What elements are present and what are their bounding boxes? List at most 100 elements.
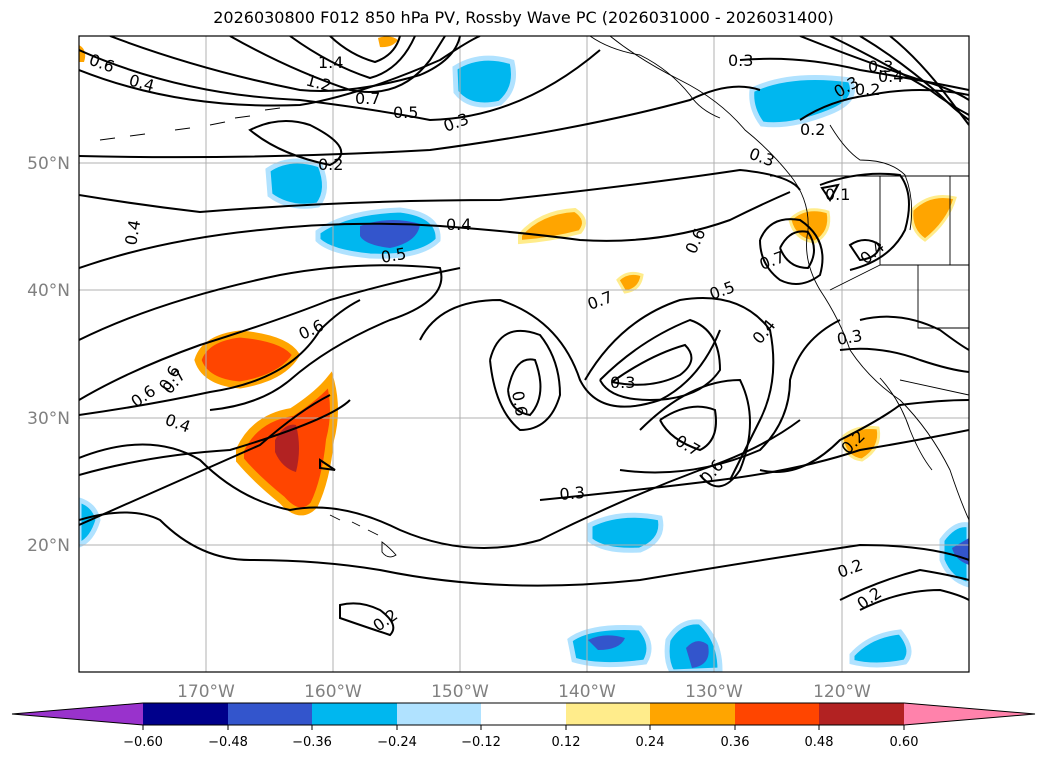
colorbar-tick-label: 0.36 [721,735,750,750]
colorbar-segment [819,703,904,725]
colorbar-segment [650,703,735,725]
map-frame [78,35,970,673]
colorbar-tick-label: −0.48 [208,735,248,750]
colorbar-segment [735,703,819,725]
colorbar-ticks [142,725,905,730]
coastline-inlet [829,124,913,231]
shade-positive [910,195,957,242]
contour-line [248,120,343,167]
contour-label: 0.3 [728,51,753,70]
contour-line [289,36,416,80]
colorbar-tick-label: 0.48 [805,735,834,750]
contour-label: 0.5 [393,103,418,122]
shade-positive [378,36,398,48]
contour-label: 0.4 [446,215,471,234]
colorbar-tick-label: −0.60 [123,735,163,750]
contour-line [820,183,840,202]
shade-negative [360,219,420,248]
coastlines [99,36,969,558]
lat-tick: 30°N [27,409,70,429]
contour-line [79,399,351,476]
shade-negative [79,497,101,548]
contour-label: 0.2 [318,155,343,174]
contour-line [584,297,775,481]
contour-line [759,218,824,285]
border-states [829,176,969,396]
contour-label: 0.6 [508,389,531,417]
contour-label: 0.3 [559,483,586,504]
lon-tick: 120°W [813,682,871,702]
shade-negative [686,641,709,668]
colorbar-tick-label: 0.12 [552,735,581,750]
contour-line [659,405,717,452]
contour-label: 1.4 [318,53,343,72]
contour-line [619,319,841,474]
shade-negative [588,635,625,650]
colorbar-tick-label: 0.24 [636,735,665,750]
contour-line [839,347,969,373]
contour-line [611,343,693,386]
contour-line [79,264,443,411]
colorbar-segment [143,703,228,725]
colorbar-segment [397,703,481,725]
contour-line [839,568,969,601]
lat-tick: 50°N [27,154,70,174]
colorbar-segment [228,703,312,725]
contour-line [79,394,331,526]
lat-tick-labels: 50°N 40°N 30°N 20°N [27,154,70,556]
lon-tick-labels: 170°W 160°W 150°W 140°W 130°W 120°W [177,682,871,702]
shade-negative [587,512,664,553]
hawaiian-islands [329,514,397,558]
contour-line [799,36,969,101]
shade-positive [616,271,644,294]
shade-negative [849,629,912,668]
contour-line [79,168,801,214]
contour-line [229,36,446,93]
contour-label: 0.3 [868,57,893,76]
lon-tick: 150°W [431,682,489,702]
shade-negative [452,55,516,108]
colorbar-extend-low [12,703,143,725]
lon-tick: 140°W [558,682,616,702]
contour-line [507,358,542,417]
contour-line [779,230,815,270]
contour-line [848,239,882,262]
map-panel: 0.6 0.4 1.4 1.2 0.7 0.5 0.3 0.2 0.4 0.5 … [78,35,970,673]
contour-label: 0.2 [855,80,880,99]
contour-line [339,602,395,637]
colorbar-tick-label: −0.12 [461,735,501,750]
contour-line [79,419,801,549]
contour-label: 0.1 [825,185,850,204]
contour-label: 0.4 [121,218,144,246]
contour-label: 0.5 [379,244,407,267]
lon-tick: 130°W [685,682,743,702]
contour-line [639,378,751,488]
lat-tick: 20°N [27,536,70,556]
contour-line [859,315,969,351]
contour-label: 0.4 [878,67,903,86]
contour-line [79,267,461,401]
shade-positive [79,45,86,62]
contour-line [489,330,562,432]
pv-contours [79,36,969,637]
colorbar-tick-label: −0.24 [377,735,417,750]
colorbar-segment [481,703,566,725]
contour-line [79,85,761,159]
contour-line [599,318,722,402]
gridlines [79,36,969,672]
contour-line [819,172,910,271]
colorbar-segment [312,703,397,725]
contour-line [759,399,969,473]
contour-line [329,36,401,64]
contour-label: 0.7 [355,89,380,108]
contour-label: 0.3 [610,373,635,392]
contour-label: 0.3 [835,326,863,349]
shade-positive [275,424,299,472]
contour-line [539,429,969,501]
colorbar-segment [566,703,650,725]
contour-line [79,49,601,122]
contour-line [79,191,791,269]
shade-negative [265,158,327,209]
contour-line [109,36,461,92]
colorbar-extend-high [904,703,1035,725]
